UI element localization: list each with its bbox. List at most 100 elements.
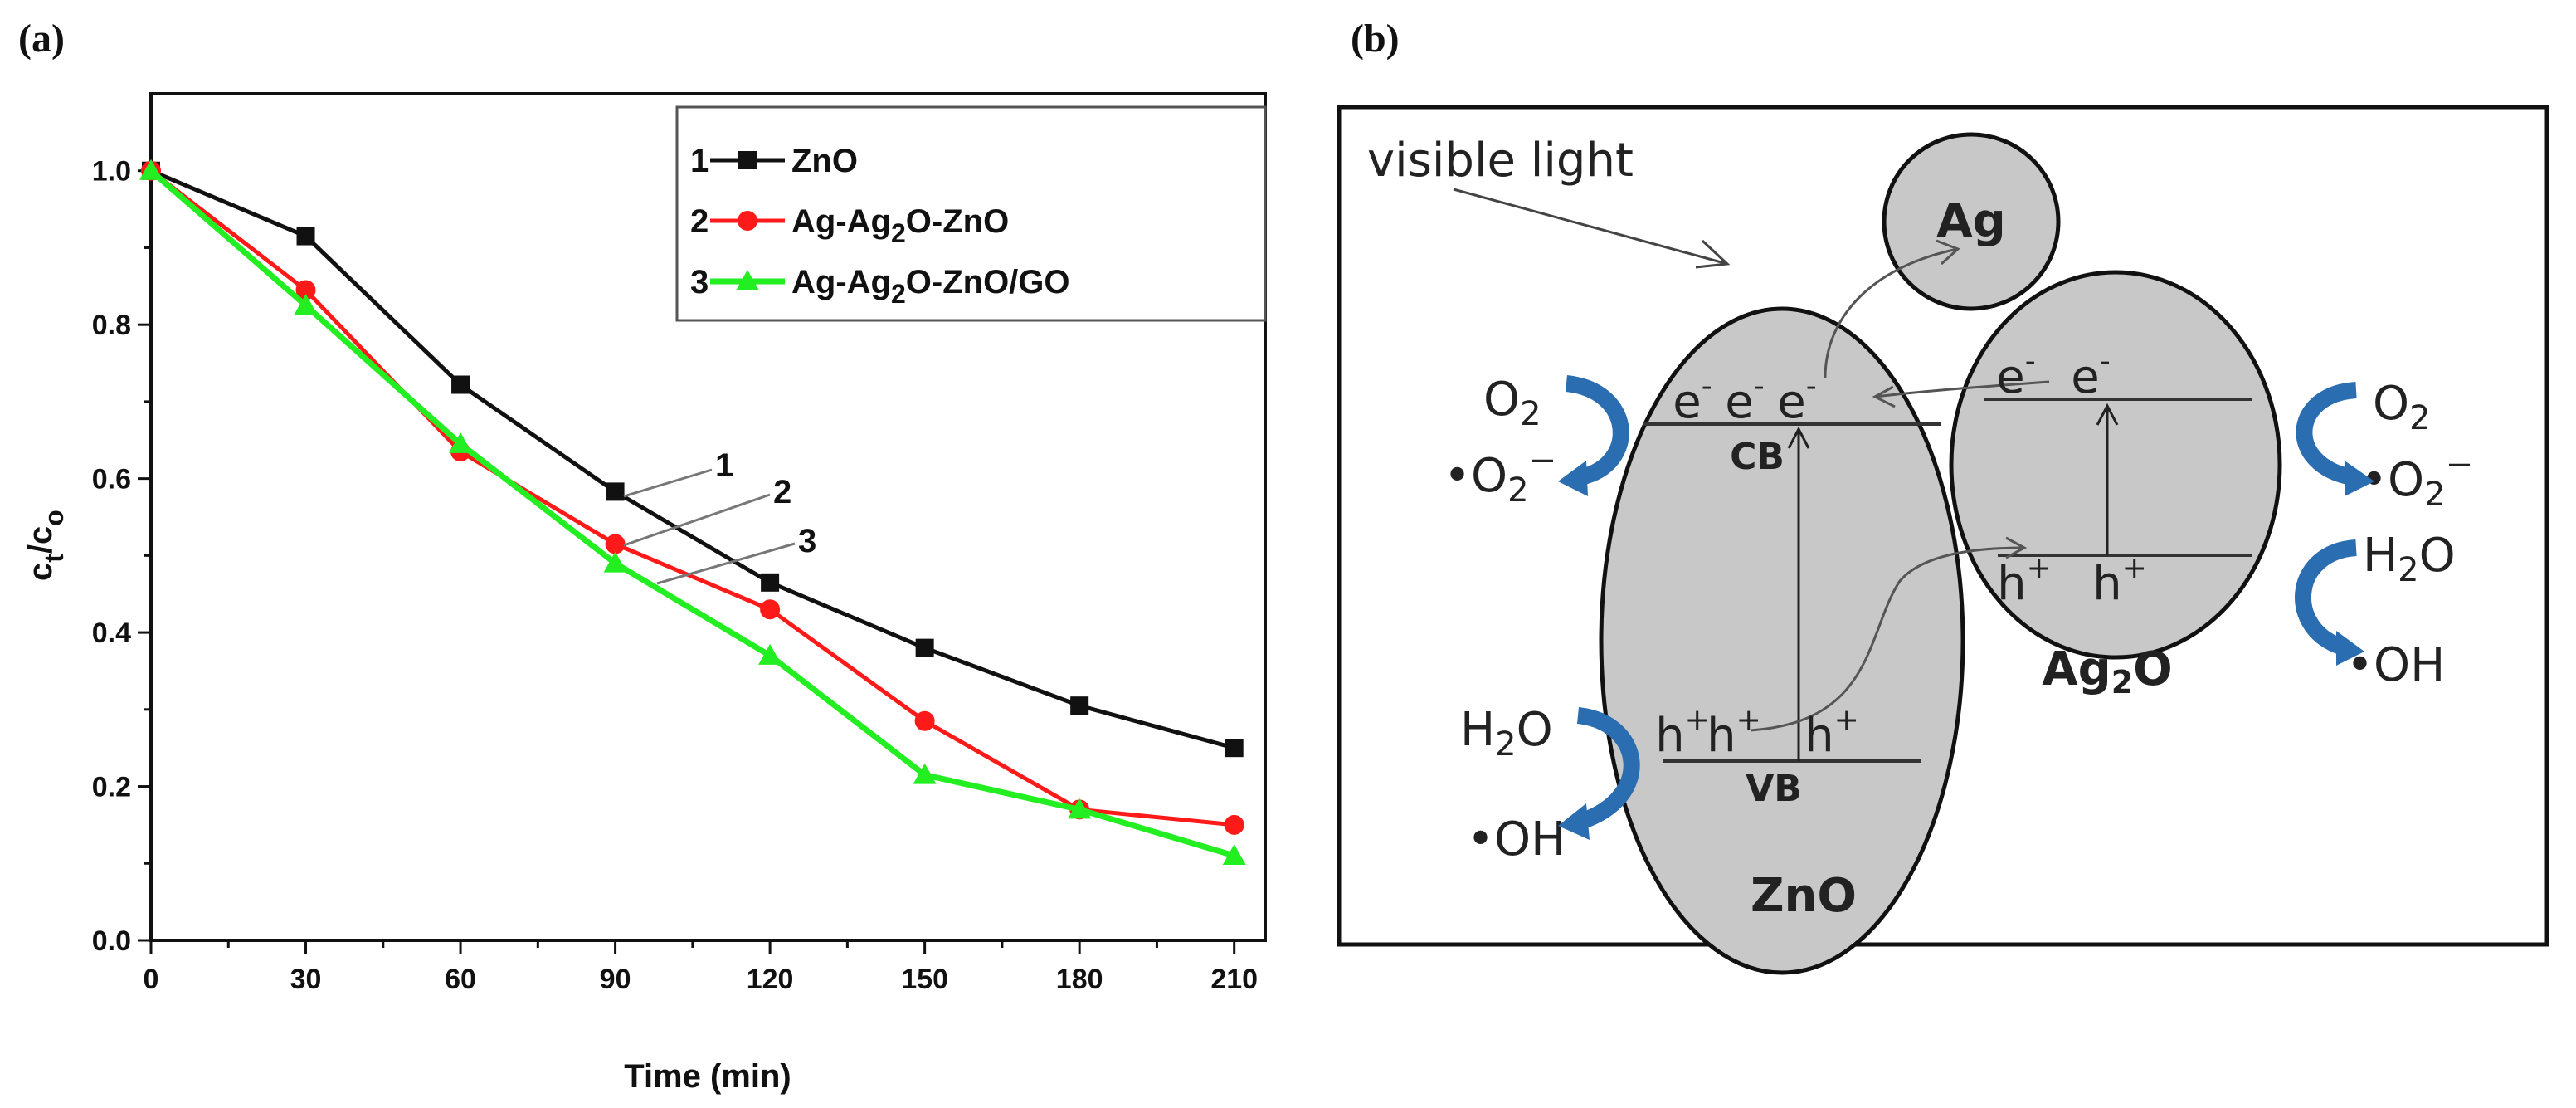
- legend-number: 1: [690, 143, 709, 179]
- legend-item-3: 3 Ag-Ag2O-ZnO/GO: [690, 264, 1070, 309]
- y-tick-label: 0.0: [92, 925, 131, 957]
- visible-light-label: visible light: [1367, 134, 1634, 188]
- y-tick-label: 1.0: [92, 156, 131, 188]
- o2-reduction-arrow-left: [1558, 375, 1629, 496]
- legend-item-2: 2 Ag-Ag2O-ZnO: [690, 203, 1009, 248]
- curved-arrow-icon: [2295, 539, 2358, 656]
- h2o-oxidation-arrow-right: [2295, 539, 2364, 666]
- data-point: [915, 638, 934, 657]
- data-point: [605, 534, 626, 554]
- electron-transfer-arrow: [1874, 380, 2050, 398]
- electron-zno: e-: [1673, 369, 1712, 429]
- curved-arrow-icon: [1565, 375, 1629, 486]
- data-point: [294, 294, 318, 315]
- band-lines: [1643, 398, 2252, 763]
- curve-annotations: [623, 468, 796, 585]
- data-point: [606, 482, 625, 501]
- legend-number: 2: [690, 203, 709, 240]
- data-point: [1222, 844, 1246, 865]
- o2-reduction-arrow-right: [2296, 382, 2374, 496]
- electron-to-ag-arrow: [1824, 247, 1959, 378]
- arrow-head-icon: [1558, 803, 1590, 840]
- superoxide-left-label: •O2−: [1444, 442, 1556, 510]
- axis-ticks: 0 30 60 90 120 150 180 210 0.0 0.2 0.4 0.6 0.8 1.0: [92, 156, 1258, 995]
- data-point: [914, 710, 935, 731]
- x-tick-label: 90: [600, 964, 631, 995]
- panel-b-label: (b): [1351, 17, 1400, 61]
- mechanism-diagram: visible light Ag Ag2O: [1337, 105, 2549, 975]
- o2-right-label: O2: [2373, 377, 2431, 437]
- h2o-left-label: H2O: [1460, 703, 1553, 764]
- data-point: [451, 375, 470, 394]
- legend-marker: [738, 151, 757, 169]
- hole-zno: h+: [1804, 703, 1859, 763]
- data-point: [1070, 696, 1089, 715]
- x-tick-label: 180: [1056, 964, 1103, 995]
- annotation-arrow-3: [656, 542, 796, 585]
- legend-label: ZnO: [791, 143, 858, 179]
- electron-ag2o: e-: [1996, 344, 2035, 404]
- ag2o-particle: [1949, 270, 2282, 660]
- series-line: [149, 168, 1234, 827]
- electron-zno: e-: [1777, 369, 1816, 429]
- x-axis-label: Time (min): [624, 1058, 791, 1095]
- y-tick-label: 0.2: [92, 772, 131, 803]
- data-point: [761, 573, 780, 592]
- x-tick-label: 60: [445, 964, 476, 995]
- x-tick-label: 30: [290, 964, 322, 995]
- oh-left-label: •OH: [1467, 813, 1566, 866]
- y-axis-label: ct/co: [22, 510, 69, 581]
- transfer-arrows: [1750, 239, 2050, 732]
- ag-particle: [1882, 132, 2061, 311]
- light-arrow-icon: [1453, 188, 1731, 269]
- legend-number: 3: [690, 264, 709, 300]
- reaction-arrows: [1558, 375, 2374, 840]
- series-3: [139, 159, 1246, 865]
- hole-ag2o: h+: [1997, 551, 2052, 611]
- legend-label: Ag-Ag2O-ZnO/GO: [791, 264, 1070, 309]
- o2-left-label: O2: [1483, 373, 1541, 433]
- data-point: [296, 227, 315, 246]
- data-point: [139, 159, 163, 180]
- annotation-arrow-1: [623, 468, 713, 498]
- curved-arrow-icon: [2296, 382, 2358, 486]
- series-line: [149, 168, 1235, 859]
- ag2o-label: Ag2O: [2042, 642, 2173, 700]
- ag-label: Ag: [1936, 194, 2005, 248]
- zno-particle: [1599, 306, 1965, 975]
- y-tick-label: 0.6: [92, 464, 131, 495]
- arrow-head-icon: [2336, 631, 2364, 666]
- arrow-head-icon: [1558, 461, 1588, 496]
- excitation-arrows: [1787, 403, 2119, 761]
- data-point: [1224, 814, 1244, 835]
- data-point: [449, 432, 473, 453]
- x-tick-label: 210: [1210, 964, 1258, 995]
- data-point: [913, 763, 937, 784]
- x-tick-label: 0: [144, 964, 159, 995]
- vb-label: VB: [1746, 768, 1802, 810]
- plot-frame: [149, 92, 1267, 942]
- electron-zno: e-: [1725, 369, 1764, 429]
- line-chart: 0 30 60 90 120 150 180 210 0.0 0.2 0.4 0.6 0.8 1.0 1 …: [22, 92, 1267, 1095]
- annotation-label-3: 3: [798, 523, 816, 559]
- data-point: [1225, 739, 1244, 758]
- oh-right-label: •OH: [2346, 638, 2445, 692]
- h2o-right-label: H2O: [2363, 529, 2456, 589]
- arrow-head-icon: [2345, 461, 2374, 496]
- series-group: [139, 159, 1246, 865]
- hole-ag2o: h+: [2092, 551, 2147, 611]
- annotation-arrow-2: [623, 493, 771, 547]
- data-point: [295, 280, 316, 300]
- y-tick-label: 0.4: [92, 617, 131, 649]
- panel-a-label: (a): [18, 17, 65, 61]
- h2o-oxidation-arrow-left: [1558, 707, 1640, 840]
- legend-label: Ag-Ag2O-ZnO: [791, 203, 1009, 248]
- data-point: [760, 599, 781, 620]
- hole-zno: h+: [1655, 703, 1710, 763]
- legend-marker: [736, 270, 759, 290]
- annotation-label-1: 1: [715, 447, 733, 484]
- legend: 1 ZnO 2 Ag-Ag2O-ZnO 3 Ag-Ag2O-ZnO/GO: [675, 105, 1267, 322]
- cb-label: CB: [1730, 436, 1785, 478]
- curved-arrow-icon: [1576, 707, 1640, 830]
